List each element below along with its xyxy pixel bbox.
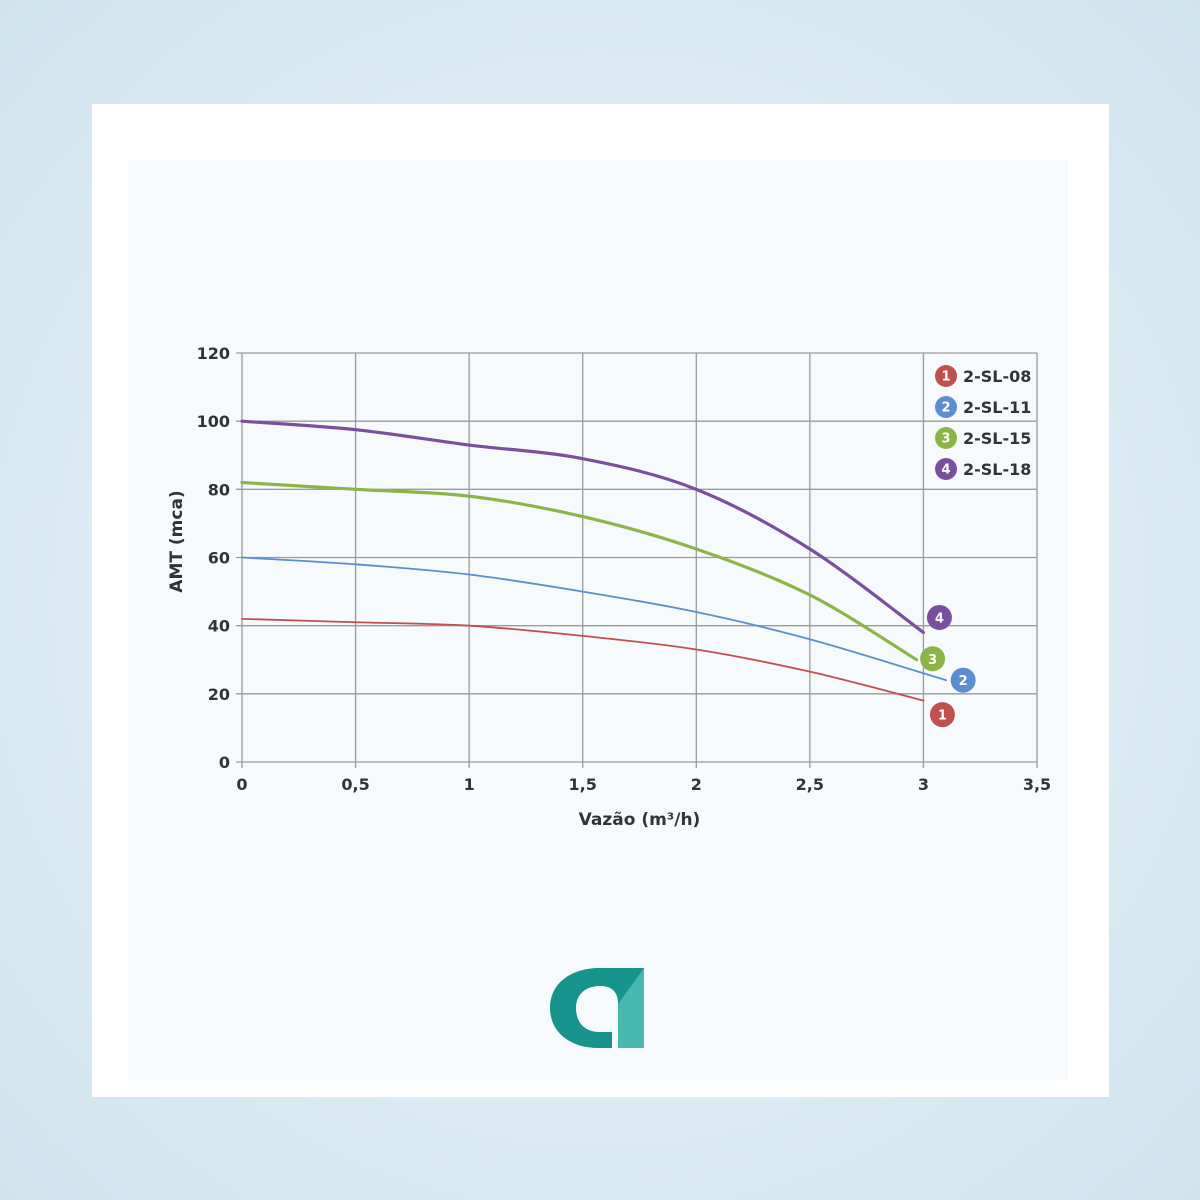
y-tick-label: 80 xyxy=(208,480,230,499)
y-axis-title: AMT (mca) xyxy=(167,490,187,592)
legend-label: 2-SL-11 xyxy=(963,398,1031,417)
x-tick-label: 0,5 xyxy=(341,775,369,794)
x-tick-label: 3 xyxy=(918,775,929,794)
end-badge-3 xyxy=(920,646,946,672)
end-badge-2 xyxy=(950,667,976,693)
x-axis-title: Vazão (m³/h) xyxy=(579,810,701,830)
y-tick-label: 20 xyxy=(208,685,230,704)
end-badge-number: 1 xyxy=(938,709,947,724)
y-tick-label: 0 xyxy=(219,753,230,772)
end-badge-number: 4 xyxy=(935,611,944,626)
legend-badge-number: 4 xyxy=(941,463,950,478)
x-tick-label: 1,5 xyxy=(569,775,597,794)
legend-label: 2-SL-18 xyxy=(963,460,1031,479)
logo-fold xyxy=(618,968,644,1048)
x-tick-label: 2 xyxy=(691,775,702,794)
legend-label: 2-SL-08 xyxy=(963,367,1031,386)
legend-badge-1 xyxy=(935,365,957,387)
end-badge-4 xyxy=(926,604,952,630)
brand-logo xyxy=(550,968,644,1048)
legend-badge-2 xyxy=(935,396,957,418)
legend: 1 2-SL-08 2 2-SL-11 3 2-SL-15 4 2-SL-18 xyxy=(935,365,1031,480)
series-lines: 1 2 3 4 xyxy=(240,419,976,728)
axes: 0 0,5 1 1,5 2 2,5 3 3,5 0 20 40 60 80 100 120 Vazão (m³… xyxy=(167,344,1051,830)
legend-label: 2-SL-15 xyxy=(963,429,1031,448)
series-line-2-SL-08 xyxy=(241,617,925,702)
x-tick-label: 3,5 xyxy=(1023,775,1051,794)
series-line-2-SL-18 xyxy=(240,419,926,635)
y-tick-label: 120 xyxy=(197,344,230,363)
end-badge-1 xyxy=(929,702,955,728)
y-tick-label: 60 xyxy=(208,549,230,568)
legend-badge-number: 2 xyxy=(941,401,950,416)
legend-badge-4 xyxy=(935,458,957,480)
x-tick-label: 2,5 xyxy=(796,775,824,794)
legend-badge-number: 1 xyxy=(941,370,950,385)
end-badge-number: 3 xyxy=(928,653,937,668)
series-line-2-SL-15 xyxy=(240,480,919,662)
x-tick-label: 0 xyxy=(236,775,247,794)
end-badge-number: 2 xyxy=(959,674,968,689)
grid xyxy=(236,352,1038,768)
legend-badge-3 xyxy=(935,427,957,449)
x-tick-label: 1 xyxy=(464,775,475,794)
legend-badge-number: 3 xyxy=(941,432,950,447)
y-tick-label: 40 xyxy=(208,617,230,636)
series-line-2-SL-11 xyxy=(241,556,948,682)
y-tick-label: 100 xyxy=(197,412,230,431)
